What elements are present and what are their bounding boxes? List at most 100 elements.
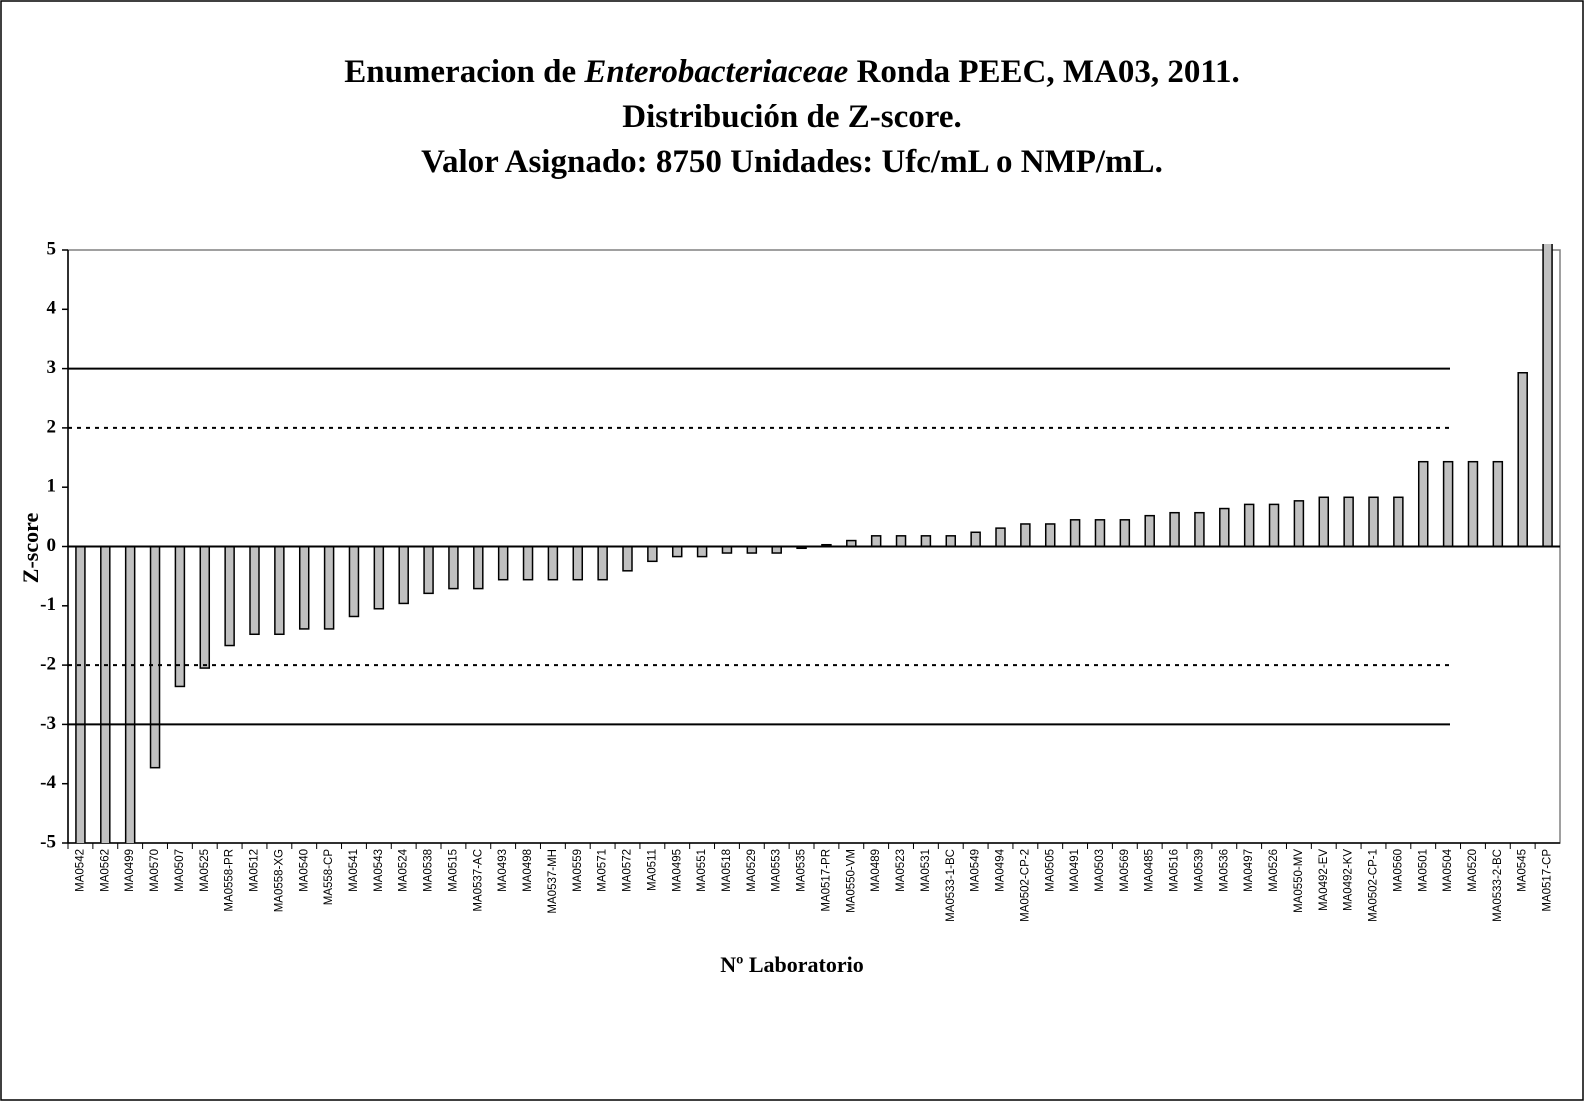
- bar: [945, 535, 957, 548]
- x-tick-label: MA0515: [447, 849, 459, 892]
- bars: [75, 244, 1553, 843]
- x-tick-label: MA0559: [572, 849, 584, 892]
- bar: [1119, 519, 1131, 548]
- bar: [1393, 496, 1404, 548]
- bar: [298, 545, 310, 630]
- x-tick-label: MA0507: [174, 849, 186, 892]
- x-tick-label: MA0550-MV: [1293, 849, 1305, 913]
- x-tick-label: MA0511: [646, 849, 658, 891]
- bar: [1268, 503, 1280, 548]
- bar: [1343, 496, 1354, 548]
- y-tick-label: -5: [40, 831, 56, 852]
- y-tick-label: 0: [47, 535, 57, 556]
- bar: [1492, 460, 1504, 548]
- bar: [572, 545, 584, 581]
- x-tick-label: MA0525: [199, 849, 211, 892]
- y-tick-label: -1: [40, 594, 56, 615]
- bar: [1144, 514, 1155, 548]
- bar: [547, 545, 559, 581]
- x-tick-label: MA0502-CP-2: [1019, 849, 1031, 922]
- bar: [1368, 496, 1379, 548]
- bar: [1542, 244, 1553, 548]
- x-tick-label: MA0553: [771, 849, 783, 892]
- y-tick-label: 4: [47, 298, 57, 319]
- x-tick-label: MA0550-VM: [845, 849, 857, 913]
- x-tick-label: MA558-CP: [323, 849, 335, 906]
- x-tick-label: MA0501: [1417, 849, 1429, 892]
- bar: [995, 527, 1006, 548]
- bar: [398, 545, 409, 605]
- y-tick-label: 1: [47, 476, 57, 497]
- x-tick-label: MA0549: [970, 849, 982, 892]
- x-tick-label: MA0494: [995, 848, 1007, 891]
- bar: [671, 545, 683, 558]
- x-tick-label: MA0491: [1069, 849, 1081, 892]
- bar: [895, 535, 907, 548]
- title-part: Enumeracion de: [344, 54, 584, 90]
- title-part: Distribución de Z-score.: [622, 99, 961, 135]
- bar: [597, 545, 608, 581]
- bar: [1417, 460, 1429, 548]
- bar: [149, 545, 161, 769]
- x-tick-label: MA0551: [696, 849, 708, 892]
- chart-title: Valor Asignado: 8750 Unidades: Ufc/mL o …: [421, 144, 1163, 180]
- x-tick-label: MA0492-KV: [1343, 849, 1355, 911]
- bar: [1318, 496, 1330, 548]
- bar: [522, 545, 534, 581]
- x-tick-label: MA0572: [622, 849, 634, 892]
- bar: [970, 531, 981, 548]
- x-tick-label: MA0485: [1144, 849, 1156, 892]
- bar: [1194, 511, 1205, 548]
- bar: [323, 545, 335, 630]
- bar: [1293, 500, 1305, 548]
- x-tick-label: MA0533-1-BC: [945, 849, 957, 922]
- bar: [920, 535, 932, 548]
- x-tick-label: MA0560: [1392, 849, 1404, 892]
- x-tick-label: MA0517-PR: [820, 849, 832, 912]
- x-tick-label: MA0502-CP-1: [1368, 849, 1380, 922]
- x-tick-label: MA0526: [1268, 849, 1280, 892]
- bar: [1020, 523, 1031, 548]
- chart-title: Distribución de Z-score.: [622, 99, 961, 135]
- bar: [870, 535, 882, 548]
- x-axis-label: Nº Laboratorio: [720, 952, 864, 977]
- x-tick-label: MA0512: [249, 849, 261, 892]
- bar: [100, 545, 111, 843]
- bar: [1517, 372, 1528, 548]
- bar: [473, 545, 484, 590]
- x-tick-label: MA0505: [1044, 849, 1056, 892]
- x-tick-label: MA0516: [1169, 849, 1181, 892]
- x-tick-label: MA0558-XG: [273, 849, 285, 912]
- x-tick-label: MA0533-2-BC: [1492, 849, 1504, 922]
- x-tick-label: MA0545: [1517, 849, 1529, 892]
- x-tick-label: MA0523: [895, 849, 907, 892]
- bar: [1044, 523, 1056, 548]
- bar: [696, 545, 708, 558]
- x-tick-label: MA0542: [74, 849, 86, 892]
- bar: [1169, 511, 1180, 548]
- bar: [1467, 460, 1479, 548]
- x-tick-label: MA0539: [1193, 849, 1205, 892]
- y-axis-label: Z-score: [18, 513, 43, 584]
- bar: [497, 545, 509, 581]
- chart-title: Enumeracion de Enterobacteriaceae Ronda …: [344, 54, 1240, 90]
- bar: [622, 545, 633, 572]
- x-tick-label: MA0489: [870, 849, 882, 892]
- bar: [1442, 460, 1454, 548]
- bar: [1243, 503, 1255, 548]
- bar: [647, 545, 658, 563]
- x-tick-label: MA0543: [373, 849, 385, 892]
- x-tick-label: MA0570: [149, 849, 161, 892]
- x-tick-label: MA0541: [348, 849, 360, 892]
- bar: [274, 545, 285, 636]
- y-tick-label: 5: [47, 238, 57, 259]
- x-tick-label: MA0538: [423, 849, 435, 892]
- x-tick-label: MA0536: [1218, 849, 1230, 892]
- x-tick-label: MA0498: [522, 849, 534, 892]
- y-tick-label: -4: [40, 772, 56, 793]
- x-tick-label: MA0529: [746, 849, 758, 892]
- bar: [423, 545, 434, 595]
- x-tick-label: MA0518: [721, 849, 733, 892]
